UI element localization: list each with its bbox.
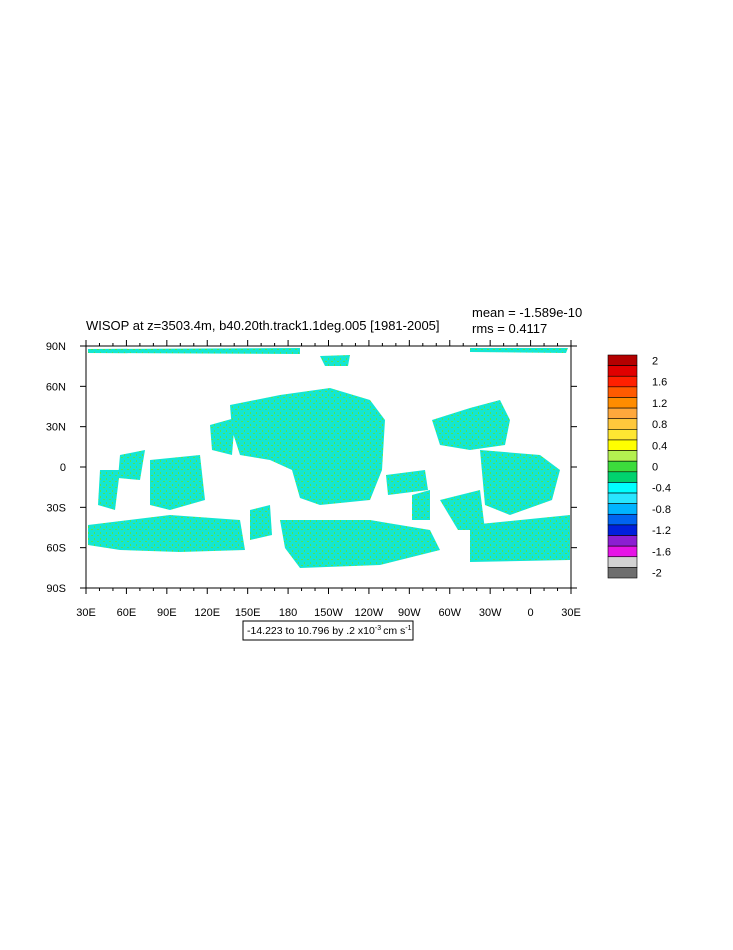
info-exponent: -3 — [375, 625, 381, 632]
colorbar-label: 1.2 — [652, 398, 667, 410]
colorbar-box — [607, 460, 638, 473]
colorbar-label: -1.2 — [652, 525, 671, 537]
colorbar-label: 2 — [652, 355, 658, 367]
colorbar-box — [607, 492, 638, 504]
info-unit-exponent: -1 — [405, 625, 411, 632]
lon-label: 120E — [194, 607, 220, 619]
colorbar-box — [607, 429, 638, 441]
colorbar-label: 0.8 — [652, 419, 667, 431]
lon-label: 30E — [76, 607, 96, 619]
colorbar-box — [607, 567, 638, 579]
colorbar-box — [607, 450, 638, 462]
colorbar-label: 1.6 — [652, 377, 667, 389]
colorbar-box — [607, 354, 638, 366]
lat-label: 60S — [46, 543, 66, 555]
colorbar-box — [607, 503, 638, 515]
lon-label: 0 — [528, 607, 534, 619]
lat-label: 90S — [46, 583, 66, 595]
lon-label: 60W — [438, 607, 461, 619]
colorbar-box — [607, 386, 638, 398]
colorbar: 2 1.6 1.2 0.8 0.4 0 -0.4 -0.8 -1.2 -1.6 -2 — [607, 354, 671, 580]
lat-label: 30S — [46, 502, 66, 514]
info-text: -14.223 to 10.796 by .2 x10-3 cm s-1 — [247, 625, 412, 637]
lon-label: 90E — [157, 607, 177, 619]
colorbar-label: -1.6 — [652, 546, 671, 558]
lon-label: 180 — [279, 607, 297, 619]
axis-ticks — [80, 340, 577, 594]
colorbar-box — [607, 375, 638, 388]
colorbar-box — [607, 471, 638, 483]
lon-label: 30W — [479, 607, 502, 619]
info-unit: cm s — [383, 625, 405, 637]
lat-label: 60N — [46, 381, 66, 393]
colorbar-label: 0 — [652, 462, 658, 474]
colorbar-box — [607, 407, 638, 420]
colorbar-box — [607, 513, 638, 526]
colorbar-box — [607, 545, 638, 558]
colorbar-box — [607, 397, 638, 409]
rms-stat: rms = 0.4117 — [472, 321, 547, 336]
ocean-field — [88, 348, 570, 568]
lon-label: 150E — [235, 607, 261, 619]
info-box — [242, 620, 414, 641]
colorbar-label: -2 — [652, 568, 662, 580]
lon-label: 120W — [355, 607, 384, 619]
lat-label: 90N — [46, 341, 66, 353]
colorbar-label: -0.8 — [652, 504, 671, 516]
colorbar-box — [607, 482, 638, 494]
colorbar-box — [607, 556, 638, 568]
colorbar-box — [607, 524, 638, 536]
lon-label: 60E — [117, 607, 137, 619]
lon-label: 150W — [314, 607, 343, 619]
colorbar-box — [607, 365, 638, 377]
colorbar-label: 0.4 — [652, 440, 667, 452]
map-title: WISOP at z=3503.4m, b40.20th.track1.1deg… — [86, 318, 440, 333]
lon-label: 90W — [398, 607, 421, 619]
mean-stat: mean = -1.589e-10 — [472, 305, 582, 320]
colorbar-box — [607, 535, 638, 547]
colorbar-label: -0.4 — [652, 483, 671, 495]
lat-label: 30N — [46, 422, 66, 434]
info-range: -14.223 to 10.796 by .2 x10 — [247, 625, 375, 637]
lon-label: 30E — [561, 607, 581, 619]
lat-label: 0 — [60, 462, 66, 474]
colorbar-box — [607, 439, 638, 451]
colorbar-box — [607, 418, 638, 430]
